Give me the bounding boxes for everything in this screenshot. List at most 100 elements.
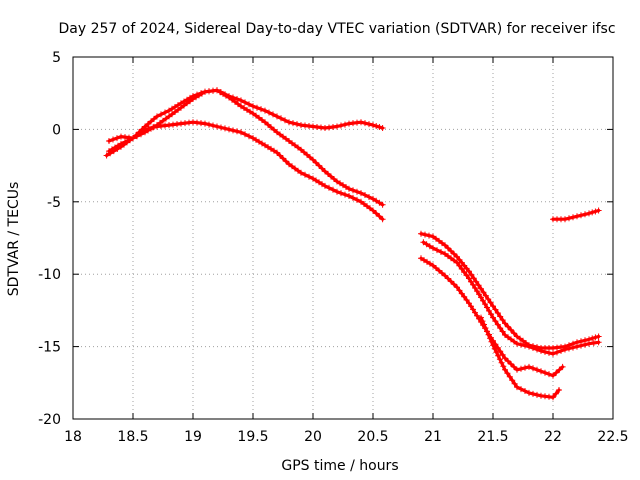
data-point-marker (566, 215, 572, 222)
data-point-marker (570, 214, 576, 221)
y-axis-ticks: 5 0 -5 -10 -15 -20 (38, 50, 613, 428)
data-point-marker (488, 311, 494, 318)
data-point-marker (526, 363, 532, 370)
data-point-marker (154, 113, 160, 120)
data-point-marker (358, 119, 364, 126)
data-point-marker (511, 380, 518, 387)
data-point-marker (530, 365, 536, 372)
x-tick-label: 18.5 (117, 429, 148, 445)
data-point-marker (497, 348, 504, 355)
data-point-marker (487, 299, 494, 306)
data-point-marker (458, 266, 465, 272)
data-point-marker (553, 369, 560, 376)
data-point-marker (586, 340, 592, 347)
data-point-marker (362, 120, 368, 127)
x-tick-label: 20.5 (357, 429, 388, 445)
data-point-marker (468, 271, 475, 278)
data-point-marker (423, 241, 430, 248)
data-point-marker (574, 343, 580, 350)
data-point-marker (468, 303, 474, 310)
data-point-marker (420, 239, 427, 246)
data-point-marker (313, 159, 319, 166)
data-point-marker (426, 243, 433, 250)
data-point-marker (534, 366, 540, 373)
data-point-marker (522, 364, 528, 371)
data-point-marker (294, 121, 300, 128)
data-point-marker (266, 109, 272, 116)
data-point-marker (480, 297, 486, 304)
data-point-marker (454, 284, 460, 291)
data-point-marker (484, 304, 490, 311)
data-point-marker (274, 113, 280, 120)
data-point-marker (586, 210, 592, 217)
data-point-marker (338, 190, 344, 197)
data-point-marker (442, 272, 448, 279)
data-point-marker (274, 149, 280, 156)
series-line (107, 120, 385, 221)
data-point-marker (354, 196, 360, 203)
data-point-marker (556, 366, 563, 373)
data-point-marker (466, 268, 472, 275)
data-point-marker (114, 135, 120, 142)
data-point-marker (556, 387, 562, 393)
data-point-marker (485, 296, 492, 303)
data-point-marker (270, 111, 276, 118)
x-tick-label: 22 (544, 429, 562, 445)
x-axis-ticks: 18 18.5 19 19.5 20 20.5 21 21.5 22 22.5 (64, 57, 629, 445)
data-point-marker (478, 314, 484, 321)
x-tick-label: 21 (424, 429, 442, 445)
data-point-marker (145, 121, 151, 127)
data-point-marker (550, 394, 556, 401)
data-point-marker (250, 103, 256, 110)
data-point-marker (496, 356, 503, 363)
y-tick-label: 0 (52, 122, 61, 138)
data-point-marker (514, 340, 520, 347)
x-tick-label: 20 (304, 429, 322, 445)
data-point-marker (562, 216, 568, 223)
data-point-marker (445, 275, 451, 282)
data-point-marker (334, 188, 340, 195)
data-point-marker (366, 121, 372, 128)
data-point-marker (505, 358, 511, 365)
data-point-marker (214, 123, 220, 130)
data-point-marker (445, 245, 451, 252)
data-point-marker (530, 345, 536, 351)
y-tick-label: -15 (38, 340, 61, 356)
data-point-marker (370, 195, 376, 202)
data-point-marker (494, 321, 501, 328)
data-point-marker (461, 293, 468, 300)
data-point-marker (538, 368, 544, 375)
data-point-marker (362, 192, 368, 198)
data-point-marker (110, 136, 116, 143)
data-point-marker (476, 291, 482, 298)
data-point-marker (546, 371, 552, 378)
data-point-marker (442, 242, 448, 249)
data-point-marker (319, 165, 325, 172)
data-point-marker (595, 207, 602, 214)
data-point-marker (342, 121, 348, 128)
data-point-marker (456, 262, 463, 269)
data-point-marker (518, 341, 524, 348)
data-point-marker (461, 269, 468, 276)
data-point-marker (166, 122, 172, 129)
data-point-marker (162, 109, 168, 116)
data-point-marker (493, 349, 500, 356)
data-point-marker (578, 212, 584, 219)
data-point-marker (418, 230, 424, 237)
data-point-marker (511, 363, 517, 370)
y-tick-label: -10 (38, 267, 61, 283)
grid (73, 57, 613, 419)
data-point-marker (310, 156, 316, 163)
data-point-marker (138, 131, 144, 138)
data-point-marker (546, 349, 552, 356)
data-point-marker (338, 122, 344, 129)
data-point-marker (582, 341, 588, 348)
data-point-marker (484, 328, 490, 335)
data-point-marker (158, 111, 164, 118)
data-point-marker (106, 138, 112, 144)
data-point-marker (206, 121, 212, 128)
data-point-marker (502, 320, 508, 327)
data-point-marker (472, 309, 478, 316)
data-point-marker (448, 278, 454, 285)
